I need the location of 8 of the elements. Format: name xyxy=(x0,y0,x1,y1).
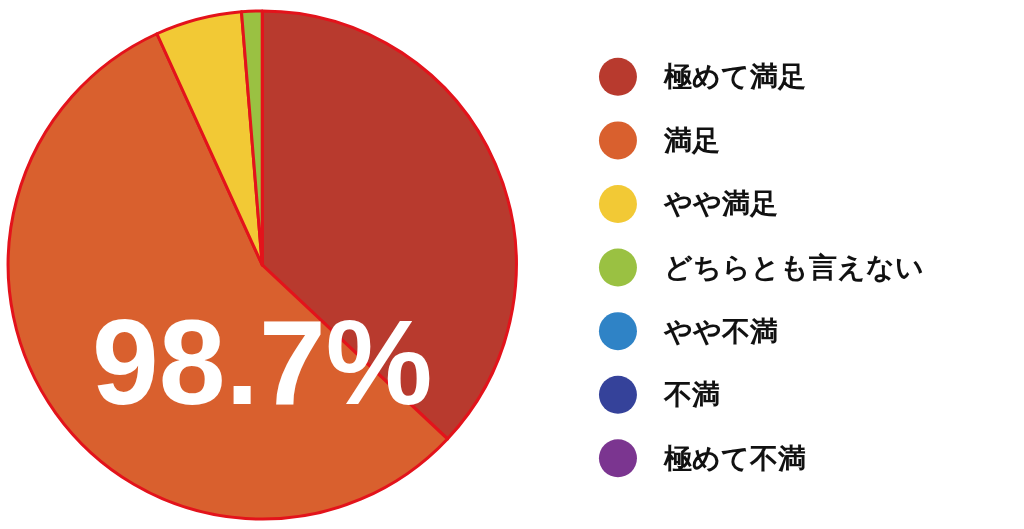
legend-label: やや不満 xyxy=(662,314,778,348)
legend-label: 極めて満足 xyxy=(662,60,806,94)
legend-label: 極めて不満 xyxy=(662,441,806,475)
legend-label: 満足 xyxy=(662,123,720,157)
text: 98.7% xyxy=(92,294,433,429)
legend-label: やや満足 xyxy=(662,187,778,221)
legend-label: どちらとも言えない xyxy=(663,251,924,285)
legend-label: 不満 xyxy=(662,378,720,412)
